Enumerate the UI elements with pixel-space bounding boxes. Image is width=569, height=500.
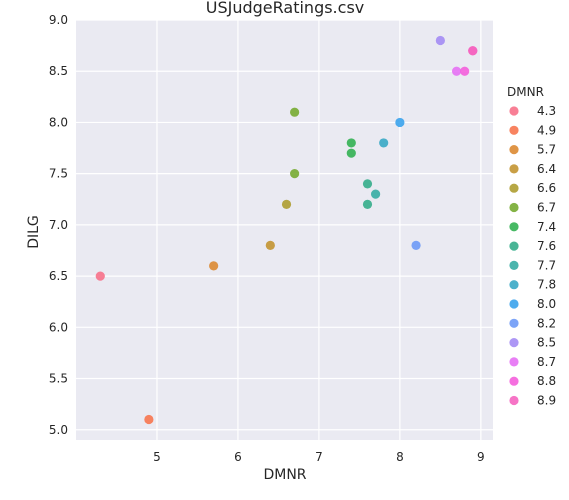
x-tick-label: 5 [153, 450, 161, 464]
legend-marker [509, 280, 519, 290]
legend-item: 5.7 [509, 143, 556, 157]
legend-item: 6.7 [509, 201, 556, 215]
data-point [346, 138, 356, 148]
legend-item: 7.8 [509, 278, 556, 292]
x-tick-label: 7 [315, 450, 323, 464]
legend-marker [509, 106, 519, 116]
grid [76, 19, 493, 440]
data-points [95, 35, 478, 425]
data-point [290, 107, 300, 117]
legend-label: 8.2 [537, 316, 556, 330]
legend-label: 8.7 [537, 355, 556, 369]
legend-label: 8.5 [537, 336, 556, 350]
x-tick-label: 9 [477, 450, 485, 464]
legend-label: 6.4 [537, 162, 556, 176]
legend-marker [509, 357, 519, 367]
legend-item: 7.4 [509, 220, 556, 234]
data-point [468, 46, 478, 56]
y-tick-label: 7.5 [49, 167, 68, 181]
legend-label: 7.7 [537, 258, 556, 272]
legend-marker [509, 376, 519, 386]
legend-label: 4.3 [537, 104, 556, 118]
legend-item: 8.5 [509, 336, 556, 350]
legend-label: 8.9 [537, 394, 556, 408]
y-tick-label: 5.5 [49, 372, 68, 386]
legend-marker [509, 164, 519, 174]
x-tick-label: 6 [234, 450, 242, 464]
y-tick-label: 7.0 [49, 218, 68, 232]
legend-marker [509, 241, 519, 251]
y-tick-label: 6.5 [49, 269, 68, 283]
legend-marker [509, 260, 519, 270]
legend-item: 4.9 [509, 123, 556, 137]
legend-label: 7.6 [537, 239, 556, 253]
legend-item: 7.7 [509, 258, 556, 272]
legend-marker [509, 318, 519, 328]
legend-label: 8.8 [537, 374, 556, 388]
data-point [435, 35, 445, 46]
legend-marker [509, 202, 519, 213]
legend-marker [509, 183, 519, 193]
data-point [144, 414, 154, 425]
legend-item: 4.3 [509, 104, 556, 118]
legend-marker [509, 125, 519, 135]
y-tick-label: 8.0 [49, 115, 68, 129]
legend-item: 8.9 [509, 394, 556, 408]
legend-label: 7.8 [537, 278, 556, 292]
legend-label: 4.9 [537, 123, 556, 137]
legend-item: 6.4 [509, 162, 556, 176]
x-tick-label: 8 [396, 450, 404, 464]
data-point [95, 271, 105, 281]
y-tick-label: 5.0 [49, 423, 68, 437]
data-point [411, 240, 421, 250]
plot-area [76, 20, 493, 440]
legend-label: 6.6 [537, 181, 556, 195]
data-point [362, 199, 373, 209]
data-point [290, 169, 300, 179]
tick-labels: 5 6 7 8 9 5.0 5.5 6.0 6.5 7.0 7.5 8.0 8.5 9.0 [49, 13, 485, 464]
legend-label: 7.4 [537, 220, 556, 234]
legend-label: 8.0 [537, 297, 556, 311]
y-tick-label: 6.0 [49, 320, 68, 334]
legend-marker [509, 222, 519, 232]
legend-item: 8.8 [509, 374, 556, 388]
y-axis-label: DILG [26, 215, 42, 249]
legend-marker [509, 145, 519, 155]
data-point [451, 66, 462, 76]
legend-marker [509, 338, 519, 348]
data-point [346, 148, 356, 158]
legend-label: 5.7 [537, 143, 556, 157]
data-point [370, 189, 381, 199]
data-point [281, 199, 292, 209]
legend: DMNR 4.3 4.9 5.7 6.4 6.6 6.7 7.4 7.6 7.7 7.8 8.0 8.… [507, 85, 556, 408]
legend-item: 8.2 [509, 316, 556, 330]
legend-item: 7.6 [509, 239, 556, 253]
chart-title: USJudgeRatings.csv [206, 0, 365, 17]
data-point [395, 117, 405, 128]
data-point [460, 66, 470, 76]
data-point [209, 261, 219, 271]
legend-label: 6.7 [537, 201, 556, 215]
legend-item: 8.0 [509, 297, 556, 311]
data-point [265, 240, 275, 250]
legend-item: 8.7 [509, 355, 556, 369]
y-tick-label: 9.0 [49, 13, 68, 27]
legend-marker [509, 395, 519, 406]
legend-item: 6.6 [509, 181, 556, 195]
y-tick-label: 8.5 [49, 64, 68, 78]
legend-marker [509, 299, 519, 309]
x-axis-label: DMNR [263, 467, 306, 483]
data-point [379, 138, 389, 148]
data-point [362, 179, 373, 189]
legend-title: DMNR [507, 85, 544, 99]
